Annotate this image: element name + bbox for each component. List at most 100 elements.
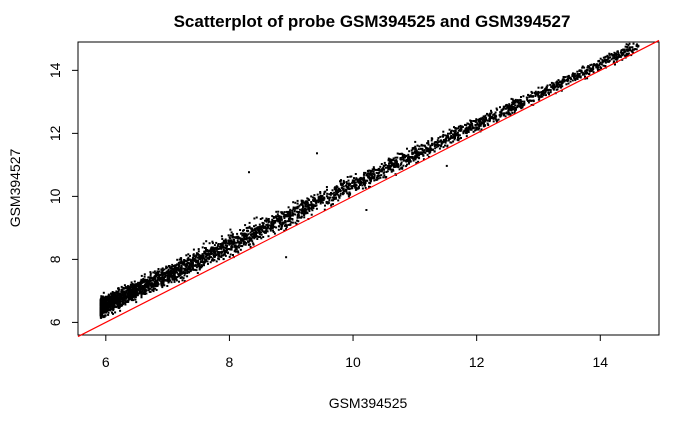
data-point [517,101,520,104]
data-point [188,265,191,268]
data-point [294,201,297,204]
data-point [307,198,310,201]
data-point [200,266,203,269]
data-point [395,160,398,163]
data-point [108,303,111,306]
data-point [177,261,180,264]
data-point [457,129,460,132]
data-point [610,58,613,61]
data-point [235,241,238,244]
data-point [390,164,393,167]
data-point [457,125,460,128]
data-point [272,231,275,233]
data-point [331,196,334,199]
data-point [513,106,516,109]
data-point [155,281,158,284]
data-point [382,176,385,179]
data-point [197,260,199,263]
data-point [149,277,152,280]
data-point [315,207,318,210]
data-point [110,296,113,299]
data-point [407,157,410,160]
data-point [400,161,403,164]
data-point [107,294,110,297]
data-point [476,126,479,129]
data-point [161,273,164,276]
data-point [539,95,542,98]
data-point [516,100,519,103]
data-point [192,248,195,251]
data-point [520,104,523,107]
data-point [445,134,448,137]
data-point [310,195,313,198]
data-point [410,149,413,152]
data-point [117,287,119,290]
data-point [249,231,252,234]
data-point [402,158,405,161]
data-point [175,279,178,282]
data-point [186,272,189,274]
data-point [101,308,104,311]
data-point [103,296,106,299]
data-point [287,223,290,226]
data-point [310,202,313,205]
data-point [312,206,315,209]
data-point [625,55,628,58]
data-point [598,63,601,65]
data-point [170,269,173,272]
data-point [339,188,342,191]
data-point [103,306,106,309]
data-point [262,236,265,238]
data-point [296,219,299,222]
data-point [282,212,285,215]
data-point [477,120,480,123]
data-point [272,219,275,222]
data-point [224,244,227,247]
data-point [620,52,623,55]
data-point [210,256,213,259]
data-point [395,159,398,162]
data-point [537,86,540,89]
data-point [176,267,179,270]
data-point [190,265,193,268]
data-point [132,285,135,288]
data-point [211,257,214,260]
data-point [127,285,130,288]
data-point [487,124,490,126]
data-point [590,63,593,66]
data-point [450,129,453,132]
data-point [416,144,419,147]
data-point [372,166,375,169]
data-point [211,248,213,251]
data-point [215,241,218,244]
data-point [287,211,290,213]
data-point [426,147,429,150]
data-point [139,289,142,292]
data-point [494,114,497,117]
data-point [103,298,106,301]
data-point [181,279,184,282]
data-point [244,238,247,240]
data-point [519,98,522,101]
data-point [252,231,255,234]
data-point [366,172,369,175]
data-point [558,85,561,88]
data-point [380,174,383,177]
data-point [318,198,321,201]
data-point [291,212,294,215]
data-point [172,278,175,281]
data-point [455,127,458,130]
data-point [318,196,321,199]
data-point [162,278,165,281]
data-point [101,306,104,309]
data-point [305,203,308,206]
data-point [330,192,332,194]
data-point [178,269,181,272]
data-point [129,284,132,287]
data-point [147,285,149,288]
data-point [337,199,340,202]
data-point [195,269,198,272]
data-point [348,184,350,187]
data-point [511,101,514,104]
data-point [458,134,461,137]
